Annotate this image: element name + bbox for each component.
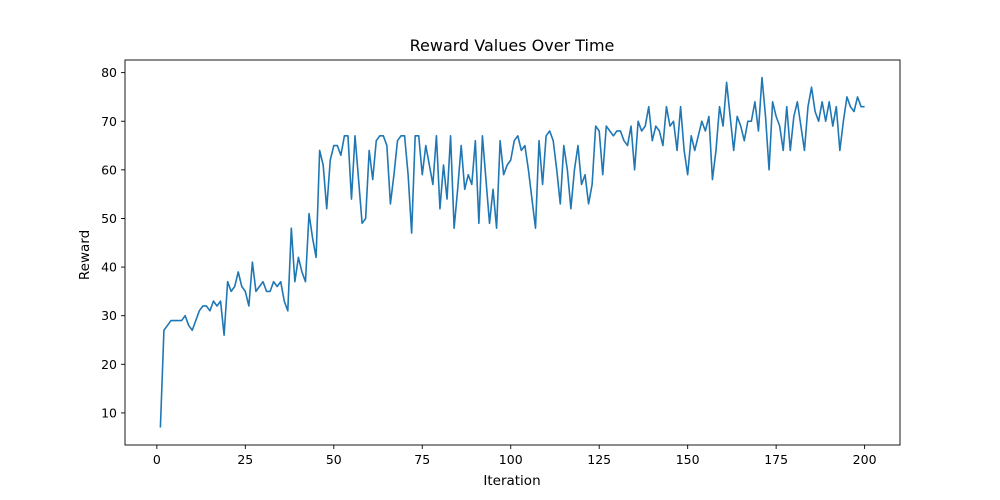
plot-area [124, 59, 901, 446]
x-tick-label: 50 [326, 452, 342, 467]
x-tick-label: 200 [853, 452, 877, 467]
y-tick-label: 10 [101, 405, 117, 420]
series-line-0 [159, 76, 865, 428]
x-tick-label: 100 [499, 452, 523, 467]
x-tick-label: 175 [764, 452, 788, 467]
x-tick-label: 0 [153, 452, 161, 467]
x-axis-label: Iteration [483, 473, 540, 489]
x-axis: 0 25 50 75 100 125 150 175 200 [153, 445, 877, 467]
chart-title: Reward Values Over Time [410, 36, 615, 55]
y-tick-label: 80 [101, 65, 117, 80]
x-tick-label: 75 [414, 452, 430, 467]
y-axis-label: Reward [77, 230, 93, 280]
y-tick-label: 30 [101, 308, 117, 323]
plot-frame [124, 59, 901, 446]
y-tick-label: 40 [101, 260, 117, 275]
x-tick-label: 125 [587, 452, 611, 467]
y-tick-label: 20 [101, 357, 117, 372]
y-tick-label: 70 [101, 114, 117, 129]
x-tick-label: 150 [676, 452, 700, 467]
y-tick-label: 50 [101, 211, 117, 226]
y-axis: 10 20 30 40 50 60 70 80 [101, 65, 125, 420]
x-tick-label: 25 [237, 452, 253, 467]
y-tick-label: 60 [101, 162, 117, 177]
